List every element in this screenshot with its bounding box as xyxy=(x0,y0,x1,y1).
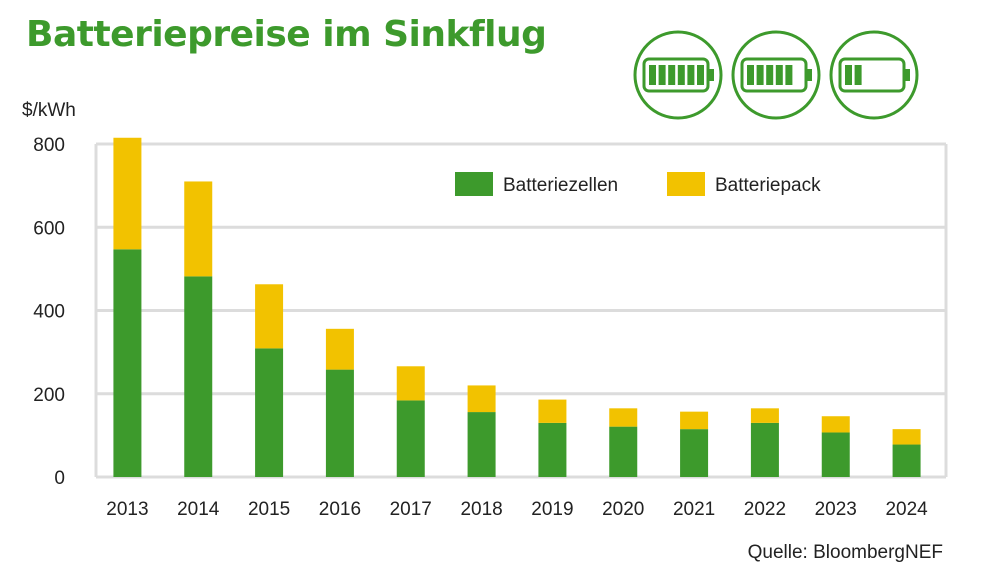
legend-label-cells: Batteriezellen xyxy=(503,175,618,196)
battery-full-icon xyxy=(633,30,723,120)
battery-cell xyxy=(785,65,793,85)
x-tick-label: 2021 xyxy=(673,499,715,520)
x-tick-label: 2014 xyxy=(177,499,220,520)
y-tick-label: 600 xyxy=(33,218,65,239)
bar-cells-2022 xyxy=(750,422,779,477)
y-tick-label: 400 xyxy=(33,302,65,323)
battery-cell xyxy=(766,65,774,85)
chart-title: Batteriepreise im Sinkflug xyxy=(26,14,547,55)
y-axis-label: $/kWh xyxy=(22,100,76,121)
bar-pack-2016 xyxy=(325,328,354,370)
battery-low-icon xyxy=(829,30,919,120)
bar-cells-2023 xyxy=(821,432,850,477)
battery-cell xyxy=(658,65,666,85)
bar-pack-2018 xyxy=(467,385,496,413)
battery-cell xyxy=(756,65,764,85)
bar-pack-2019 xyxy=(538,399,567,423)
bar-pack-2023 xyxy=(821,416,850,433)
x-tick-label: 2019 xyxy=(531,499,573,520)
legend-swatch-cells xyxy=(455,172,493,196)
battery-cell xyxy=(668,65,676,85)
bar-cells-2015 xyxy=(255,348,284,477)
bar-pack-2015 xyxy=(255,284,284,349)
x-tick-label: 2016 xyxy=(319,499,361,520)
bar-pack-2014 xyxy=(184,181,213,277)
source-note: Quelle: BloombergNEF xyxy=(748,542,943,563)
battery-cell xyxy=(747,65,754,85)
bar-pack-2022 xyxy=(750,408,779,423)
battery-cell xyxy=(854,65,862,85)
x-tick-label: 2017 xyxy=(390,499,432,520)
bar-cells-2019 xyxy=(538,422,567,477)
battery-medium-icon xyxy=(731,30,821,120)
bar-cells-2021 xyxy=(680,429,709,477)
battery-cell xyxy=(687,65,695,85)
x-tick-label: 2013 xyxy=(106,499,148,520)
x-tick-label: 2023 xyxy=(815,499,857,520)
y-tick-label: 200 xyxy=(33,385,65,406)
battery-cell xyxy=(845,65,852,85)
x-tick-label: 2020 xyxy=(602,499,644,520)
bar-cells-2020 xyxy=(609,426,638,477)
y-tick-label: 0 xyxy=(54,468,65,489)
battery-cell xyxy=(775,65,783,85)
bar-pack-2013 xyxy=(113,137,142,250)
bar-cells-2013 xyxy=(113,249,142,477)
bar-cells-2016 xyxy=(325,369,354,477)
bar-pack-2021 xyxy=(680,411,709,430)
bar-pack-2020 xyxy=(609,408,638,427)
legend: Batteriezellen Batteriepack xyxy=(455,172,821,196)
legend-swatch-pack xyxy=(667,172,705,196)
bar-cells-2014 xyxy=(184,276,213,477)
bar-pack-2024 xyxy=(892,429,921,445)
battery-cell xyxy=(697,65,704,85)
bar-cells-2024 xyxy=(892,444,921,477)
bar-cells-2018 xyxy=(467,412,496,477)
battery-cell xyxy=(677,65,685,85)
legend-label-pack: Batteriepack xyxy=(715,175,821,196)
x-tick-label: 2018 xyxy=(460,499,502,520)
x-tick-label: 2022 xyxy=(744,499,786,520)
y-tick-label: 800 xyxy=(33,135,65,156)
x-tick-label: 2015 xyxy=(248,499,290,520)
bar-pack-2017 xyxy=(396,366,425,401)
bar-cells-2017 xyxy=(396,400,425,477)
x-tick-label: 2024 xyxy=(885,499,928,520)
battery-cell xyxy=(649,65,656,85)
